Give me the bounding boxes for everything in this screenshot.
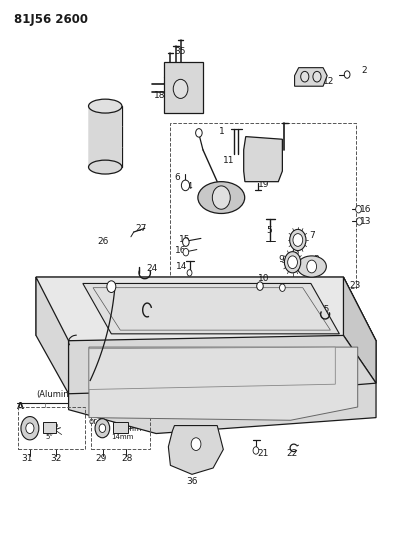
Text: 26: 26: [97, 237, 108, 246]
Text: 14mm: 14mm: [111, 434, 134, 440]
Circle shape: [284, 252, 300, 273]
Text: 1: 1: [219, 127, 225, 136]
Text: 33: 33: [162, 77, 173, 86]
Circle shape: [182, 248, 188, 256]
Ellipse shape: [88, 160, 121, 174]
Text: 6: 6: [174, 173, 180, 182]
Circle shape: [256, 282, 263, 290]
Text: 12: 12: [322, 77, 334, 86]
Bar: [43, 422, 56, 433]
Text: 27: 27: [135, 224, 147, 233]
Ellipse shape: [296, 256, 326, 277]
Text: 5°: 5°: [45, 434, 53, 440]
Circle shape: [195, 128, 202, 137]
Polygon shape: [68, 341, 375, 433]
Bar: [170, 123, 355, 288]
Polygon shape: [36, 277, 68, 394]
Text: 24: 24: [146, 264, 157, 272]
Polygon shape: [83, 284, 339, 334]
Polygon shape: [68, 335, 375, 394]
Text: 3: 3: [312, 255, 318, 264]
Text: 2: 2: [361, 66, 366, 75]
Circle shape: [289, 229, 305, 251]
Text: 14mm: 14mm: [117, 424, 142, 433]
Text: 5°: 5°: [50, 424, 59, 433]
Bar: [113, 422, 127, 433]
Text: 30: 30: [139, 304, 151, 313]
Text: 14: 14: [175, 262, 187, 271]
Text: 35: 35: [174, 47, 186, 56]
Polygon shape: [89, 347, 335, 390]
Bar: [88, 106, 121, 167]
Circle shape: [344, 71, 349, 78]
Circle shape: [292, 233, 302, 246]
Bar: [91, 407, 150, 449]
Text: 28: 28: [121, 454, 133, 463]
Text: 22: 22: [286, 449, 297, 458]
Text: 32: 32: [50, 454, 61, 463]
Polygon shape: [243, 136, 282, 182]
Text: 19: 19: [257, 180, 269, 189]
Circle shape: [355, 217, 361, 225]
Ellipse shape: [88, 99, 121, 113]
Polygon shape: [89, 347, 357, 420]
Circle shape: [107, 281, 115, 293]
Text: 18: 18: [154, 91, 165, 100]
Text: 29: 29: [95, 454, 106, 463]
Circle shape: [95, 419, 110, 438]
Text: 9: 9: [278, 255, 283, 264]
Circle shape: [99, 424, 106, 432]
Circle shape: [26, 423, 34, 433]
Text: 23: 23: [349, 280, 360, 289]
Circle shape: [212, 186, 230, 209]
Circle shape: [287, 256, 297, 269]
Text: A: A: [17, 402, 24, 411]
Circle shape: [181, 180, 189, 191]
Circle shape: [173, 79, 187, 99]
Circle shape: [182, 238, 189, 246]
Text: 10: 10: [257, 273, 269, 282]
Polygon shape: [343, 277, 375, 383]
Text: 21: 21: [256, 449, 268, 458]
Text: 13: 13: [359, 217, 370, 226]
Polygon shape: [36, 277, 375, 341]
Bar: [164, 62, 202, 113]
Text: (Aluminum): (Aluminum): [36, 390, 85, 399]
Circle shape: [306, 260, 316, 273]
Text: 15: 15: [178, 236, 189, 245]
Circle shape: [191, 438, 200, 450]
Text: (Copper): (Copper): [102, 390, 139, 399]
Text: 7: 7: [308, 231, 314, 240]
Text: 16: 16: [359, 205, 370, 214]
Text: 81J56 2600: 81J56 2600: [13, 13, 88, 27]
Text: 31: 31: [21, 454, 32, 463]
Circle shape: [187, 270, 191, 276]
Circle shape: [300, 71, 308, 82]
Text: 17: 17: [89, 111, 100, 120]
Text: 34: 34: [168, 63, 179, 72]
Text: 25: 25: [317, 305, 329, 314]
Text: 11: 11: [223, 156, 234, 165]
Text: 4: 4: [186, 182, 192, 191]
Polygon shape: [294, 68, 326, 86]
Circle shape: [355, 206, 360, 213]
Text: 36: 36: [186, 477, 198, 486]
Text: 5: 5: [265, 226, 271, 235]
Text: 8: 8: [247, 156, 253, 165]
Circle shape: [21, 417, 39, 440]
Circle shape: [312, 71, 320, 82]
Circle shape: [279, 284, 285, 292]
Text: 16: 16: [174, 246, 186, 255]
Polygon shape: [168, 425, 223, 474]
Ellipse shape: [198, 182, 244, 214]
Polygon shape: [36, 277, 375, 341]
Text: 20: 20: [208, 411, 219, 421]
Bar: [18, 407, 85, 449]
Circle shape: [252, 447, 258, 454]
Text: or: or: [89, 417, 97, 426]
